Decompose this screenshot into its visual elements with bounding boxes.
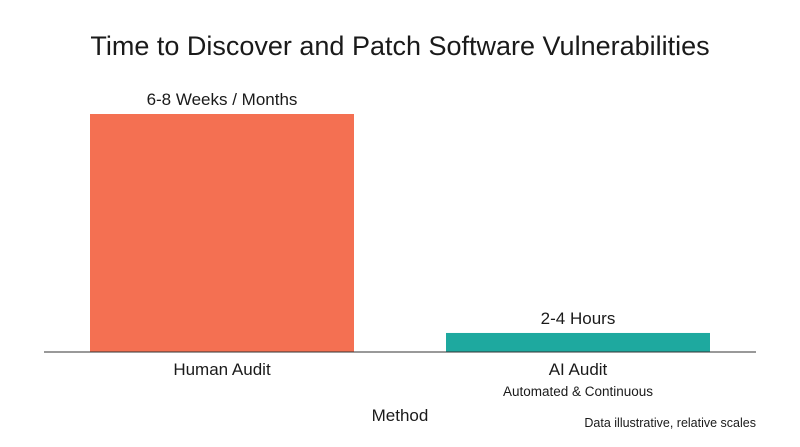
bar-human-audit xyxy=(90,114,354,352)
labels-group: 6-8 Weeks / Months Human Audit 2-4 Hours AI… xyxy=(147,90,654,399)
data-label: 2-4 Hours xyxy=(541,309,616,328)
bars-group xyxy=(90,114,710,352)
bar-ai-audit xyxy=(446,332,710,352)
footnote: Data illustrative, relative scales xyxy=(584,416,756,430)
x-tick-label: AI Audit xyxy=(549,360,608,379)
data-label: 6-8 Weeks / Months xyxy=(147,90,298,109)
x-tick-label: Human Audit xyxy=(173,360,271,379)
chart-title: Time to Discover and Patch Software Vuln… xyxy=(90,31,709,61)
x-tick-sublabel: Automated & Continuous xyxy=(503,384,653,399)
x-axis-title: Method xyxy=(372,406,429,425)
